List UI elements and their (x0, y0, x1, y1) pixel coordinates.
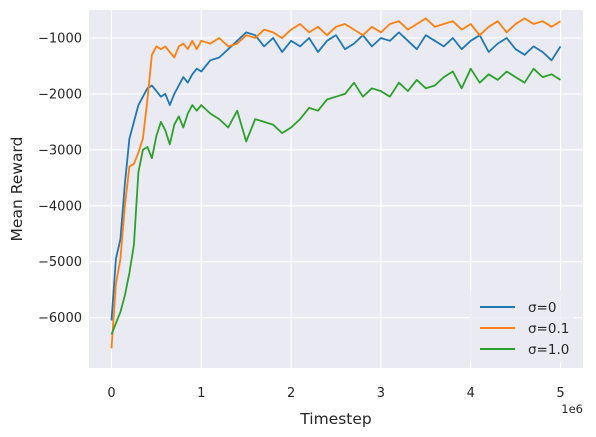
x-tick-label: 1 (197, 386, 205, 401)
x-tick-label: 5 (556, 386, 564, 401)
legend-label-2: σ=1.0 (528, 342, 569, 358)
x-offset-label: 1e6 (561, 402, 583, 416)
y-axis-label: Mean Reward (8, 137, 26, 242)
series-lines (110, 17, 562, 349)
y-tick-label: −2000 (38, 87, 82, 102)
x-tick-label: 3 (377, 386, 385, 401)
y-tick-label: −1000 (38, 31, 82, 46)
x-tick-label: 0 (107, 386, 115, 401)
y-tick-label: −4000 (38, 199, 82, 214)
grid (89, 10, 583, 368)
legend-label-1: σ=0.1 (528, 321, 569, 337)
legend-label-0: σ=0 (528, 300, 556, 316)
y-tick-label: −6000 (38, 311, 82, 326)
y-tick-label: −3000 (38, 143, 82, 158)
y-tick-label: −5000 (38, 255, 82, 270)
x-axis-label: Timestep (299, 410, 371, 428)
legend: σ=0 σ=0.1 σ=1.0 (470, 290, 574, 362)
x-ticks: 0 1 2 3 4 5 (107, 386, 564, 401)
series-line-0 (110, 31, 562, 321)
x-tick-label: 2 (287, 386, 295, 401)
series-line-2 (110, 67, 561, 335)
y-ticks: −6000 −5000 −4000 −3000 −2000 −1000 (38, 31, 82, 326)
series-line-1 (110, 17, 561, 349)
x-tick-label: 4 (467, 386, 475, 401)
